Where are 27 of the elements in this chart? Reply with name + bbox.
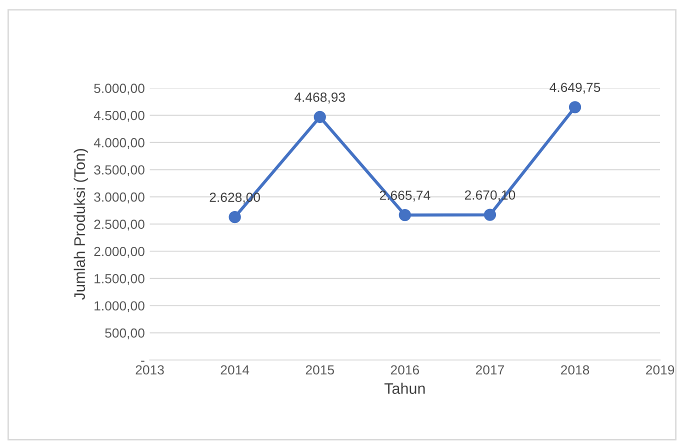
x-tick-label: 2014 [220, 365, 250, 375]
point [568, 101, 582, 114]
data-label: 4.468,93 [294, 92, 345, 104]
y-tick-label: 2.500,00 [94, 220, 144, 231]
y-tick-label: 1.500,00 [94, 274, 144, 285]
x-tick-label: 2013 [136, 365, 164, 375]
x-axis-title: Tahun [384, 382, 425, 394]
point [484, 208, 496, 221]
point [228, 211, 241, 224]
x-tick-label: 2017 [476, 365, 504, 375]
x-tick-label: 2019 [646, 365, 674, 375]
y-tick-label: 3.000,00 [94, 192, 144, 204]
x-tick-label: 2018 [561, 365, 590, 375]
y-tick-label: 5.000,00 [94, 84, 144, 95]
y-tick-label: 1.000,00 [94, 301, 144, 312]
point [398, 208, 412, 222]
data-label: 4.649,75 [550, 82, 600, 94]
y-tick-label: 500,00 [105, 328, 144, 340]
point [314, 110, 326, 124]
x-tick-label: 2015 [306, 365, 334, 375]
y-tick-label: 3.500,00 [94, 165, 144, 176]
y-tick-label: 2.000,00 [94, 246, 144, 258]
x-tick-label: 2016 [390, 365, 420, 375]
y-tick-label: - [141, 360, 144, 362]
y-tick-label: 4.000,00 [94, 138, 144, 149]
y-tick-label: 4.500,00 [94, 110, 144, 122]
y-axis-title: Jumlah Produksi (Ton) [74, 149, 88, 300]
